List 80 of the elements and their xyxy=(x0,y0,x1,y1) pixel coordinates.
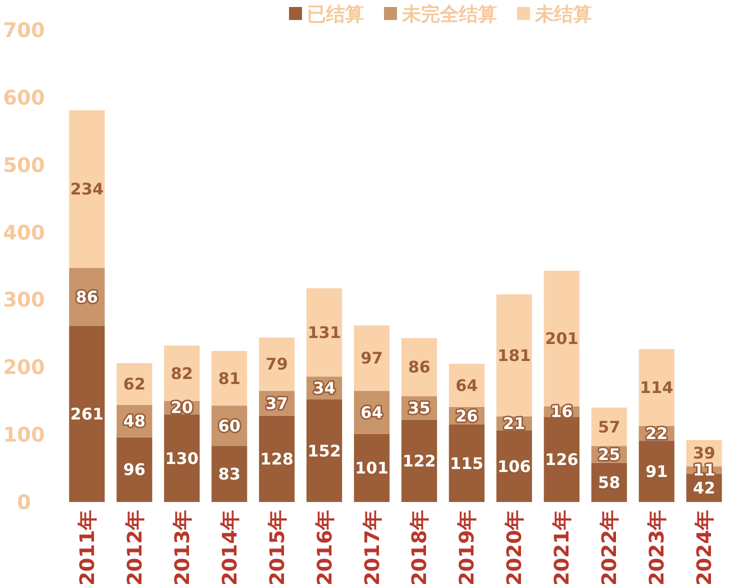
data-label: 34 xyxy=(313,378,336,398)
data-label: 26 xyxy=(456,406,478,426)
bar xyxy=(306,288,342,377)
data-label: 106 xyxy=(497,456,531,476)
x-tick-label: 2024年 xyxy=(692,510,716,586)
data-label: 131 xyxy=(308,323,341,342)
x-tick-label: 2016年 xyxy=(312,510,336,586)
data-label: 152 xyxy=(308,441,341,460)
x-tick-label: 2021年 xyxy=(550,510,574,586)
data-label: 101 xyxy=(355,458,388,478)
y-tick-label: 700 xyxy=(3,18,45,42)
data-label: 234 xyxy=(70,180,104,199)
bar xyxy=(401,338,438,396)
data-label: 58 xyxy=(598,473,620,492)
data-label: 261 xyxy=(70,404,104,424)
y-tick-label: 100 xyxy=(3,422,45,447)
legend-label: 未完全结算 xyxy=(401,4,497,26)
bar xyxy=(259,337,295,391)
x-tick-label: 2022年 xyxy=(597,510,622,586)
x-tick-label: 2018年 xyxy=(407,510,432,586)
x-tick-label: 2023年 xyxy=(644,510,669,586)
legend-label: 未结算 xyxy=(534,4,592,26)
x-tick-label: 2011年 xyxy=(74,510,99,586)
data-label: 79 xyxy=(266,354,288,374)
x-tick-label: 2020年 xyxy=(502,510,526,586)
data-label: 86 xyxy=(76,288,98,307)
data-label: 181 xyxy=(497,346,531,365)
x-tick-label: 2019年 xyxy=(454,510,479,586)
data-label: 39 xyxy=(692,444,716,463)
data-label: 42 xyxy=(692,478,716,498)
bar xyxy=(69,326,105,502)
data-label: 57 xyxy=(598,417,620,436)
data-label: 122 xyxy=(402,451,436,470)
bar xyxy=(69,110,105,268)
y-tick-label: 400 xyxy=(3,220,45,244)
bar xyxy=(496,294,532,416)
y-tick-label: 300 xyxy=(3,288,45,312)
data-label: 115 xyxy=(450,454,484,473)
y-tick-label: 500 xyxy=(3,152,45,177)
data-label: 82 xyxy=(170,364,194,383)
data-label: 22 xyxy=(645,424,668,443)
data-label: 128 xyxy=(260,449,294,468)
x-tick-label: 2014年 xyxy=(217,510,242,586)
bar xyxy=(591,408,627,446)
y-tick-label: 600 xyxy=(3,85,45,110)
data-label: 11 xyxy=(692,460,716,480)
bar xyxy=(544,270,580,406)
data-label: 16 xyxy=(550,402,573,422)
data-label: 81 xyxy=(218,368,240,388)
bar xyxy=(638,348,674,426)
data-label: 64 xyxy=(456,376,478,395)
x-tick-label: 2013年 xyxy=(170,510,194,586)
bar xyxy=(354,325,390,391)
y-tick-label: 0 xyxy=(17,490,31,514)
data-label: 126 xyxy=(544,450,578,470)
data-label: 97 xyxy=(360,348,383,368)
data-label: 86 xyxy=(408,358,430,377)
data-label: 130 xyxy=(165,448,199,468)
data-label: 37 xyxy=(266,394,288,413)
data-label: 91 xyxy=(645,462,668,481)
data-label: 20 xyxy=(170,398,194,418)
data-label: 96 xyxy=(123,460,146,480)
y-tick-label: 200 xyxy=(3,355,45,380)
data-label: 35 xyxy=(408,398,430,418)
x-tick-label: 2012年 xyxy=(122,510,146,586)
x-tick-label: 2015年 xyxy=(264,510,289,586)
legend-label: 已结算 xyxy=(307,4,364,26)
data-label: 62 xyxy=(123,374,146,394)
data-label: 114 xyxy=(640,378,674,397)
data-label: 48 xyxy=(123,412,146,431)
bar xyxy=(116,363,152,405)
data-label: 60 xyxy=(218,416,240,436)
data-label: 201 xyxy=(544,329,578,348)
bar xyxy=(164,346,200,401)
data-label: 64 xyxy=(360,402,383,422)
x-tick-label: 2017年 xyxy=(360,510,384,586)
data-label: 21 xyxy=(503,414,526,434)
data-label: 25 xyxy=(598,445,620,464)
bar xyxy=(212,350,248,406)
data-label: 83 xyxy=(218,464,240,484)
